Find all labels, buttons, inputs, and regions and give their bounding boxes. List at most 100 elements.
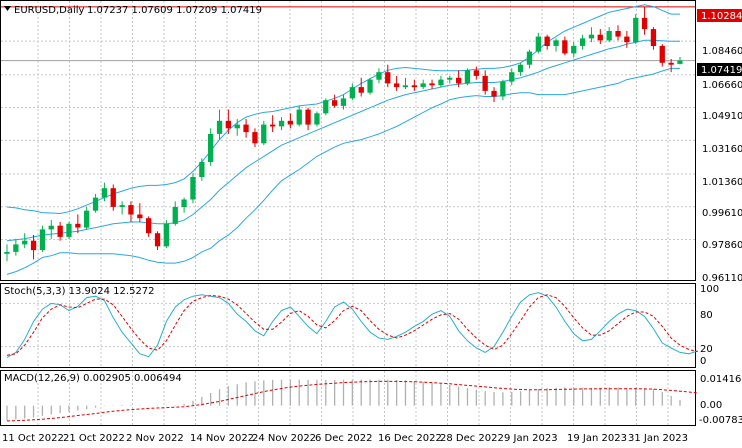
- price-axis: 1.08460 1.06660 1.04910 1.03160 1.01360 …: [702, 46, 742, 284]
- candle-body: [677, 60, 683, 64]
- candle-body: [473, 70, 479, 76]
- candle-body: [420, 83, 426, 88]
- grid-lines: [1, 1, 695, 425]
- time-label: 9 Jan 2023: [504, 433, 558, 444]
- current-price-label: 1.07419: [701, 65, 742, 76]
- time-label: 6 Dec 2022: [315, 433, 373, 444]
- candle-body: [526, 51, 533, 65]
- candle-body: [190, 177, 196, 200]
- ohlc-readout: 1.07237 1.07609 1.07209 1.07419: [87, 5, 262, 16]
- candle-body: [340, 98, 347, 106]
- candle-body: [668, 62, 674, 65]
- candle-body: [517, 64, 524, 73]
- candle-body: [606, 31, 612, 41]
- candle-body: [376, 72, 382, 80]
- candle-body: [22, 240, 28, 245]
- bollinger-lower-line: [6, 67, 680, 275]
- candle-body: [110, 188, 116, 207]
- stoch-tick: 20: [700, 344, 713, 355]
- candle-body: [482, 75, 488, 91]
- price-series: [1, 4, 695, 275]
- high-line-label-box: [697, 9, 742, 22]
- stoch-title: Stoch(5,3,3) 13.9024 12.5272: [4, 286, 155, 297]
- candle-body: [163, 223, 169, 247]
- candle-body: [270, 124, 276, 127]
- candle-body: [243, 124, 249, 133]
- price-tick: 1.08460: [702, 46, 742, 57]
- stoch-tick: 0: [700, 356, 706, 367]
- stoch-main-line: [6, 292, 698, 358]
- price-panel[interactable]: [0, 0, 696, 281]
- time-axis: 11 Oct 2022 21 Oct 2022 2 Nov 2022 14 No…: [2, 433, 688, 444]
- candle-body: [624, 36, 630, 43]
- candle-body: [39, 229, 46, 250]
- candle-body: [208, 133, 214, 162]
- triangle-down-icon[interactable]: [4, 6, 11, 11]
- candle-body: [305, 109, 311, 125]
- time-label: 21 Oct 2022: [63, 433, 125, 444]
- candle-body: [234, 124, 240, 129]
- candle-body: [650, 29, 657, 46]
- stoch-panel[interactable]: [0, 283, 696, 368]
- macd-title: MACD(12,26,9) 0.002905 0.006494: [4, 373, 182, 384]
- candle-body: [57, 225, 63, 237]
- candle-body: [633, 17, 639, 43]
- candle-body: [261, 124, 267, 144]
- price-tick: 1.06660: [702, 80, 742, 91]
- time-label: 31 Jan 2023: [628, 433, 688, 444]
- current-price-label-box: [697, 63, 742, 76]
- candle-body: [579, 38, 586, 46]
- time-label: 14 Nov 2022: [190, 433, 254, 444]
- candle-body: [199, 162, 205, 177]
- time-label: 28 Dec 2022: [440, 433, 504, 444]
- time-label: 11 Oct 2022: [2, 433, 64, 444]
- candle-body: [562, 40, 568, 54]
- chart-title: EURUSD,Daily: [14, 5, 85, 16]
- candle-body: [509, 72, 515, 82]
- time-label: 24 Nov 2022: [252, 433, 316, 444]
- candle-body: [464, 70, 471, 84]
- candle-body: [597, 34, 603, 41]
- price-tick: 0.96110: [702, 273, 742, 284]
- candle-body: [128, 205, 134, 215]
- high-line-label: 1.10284: [701, 11, 742, 22]
- macd-tick: 0.014165: [700, 374, 742, 385]
- time-label: 16 Dec 2022: [378, 433, 442, 444]
- candle-body: [101, 188, 108, 198]
- time-label: 2 Nov 2022: [126, 433, 184, 444]
- candle-body: [491, 90, 497, 97]
- candle-body: [314, 113, 320, 125]
- macd-panel[interactable]: [0, 370, 696, 426]
- candle-body: [367, 79, 373, 93]
- candle-body: [358, 87, 364, 93]
- bollinger-middle-line: [6, 39, 680, 242]
- candle-body: [252, 132, 258, 144]
- candle-body: [119, 205, 125, 207]
- candle-body: [66, 223, 72, 237]
- candle-body: [92, 197, 99, 211]
- price-tick: 0.97860: [702, 240, 742, 251]
- candle-body: [84, 210, 90, 228]
- bollinger-upper-line: [6, 4, 680, 215]
- candle-body: [278, 120, 285, 127]
- candle-body: [394, 83, 400, 88]
- stochastic-series: [6, 292, 698, 358]
- candle-body: [296, 109, 302, 125]
- candle-body: [181, 199, 187, 207]
- candle-body: [30, 240, 37, 251]
- candle-body: [146, 218, 152, 234]
- candle-body: [544, 36, 550, 46]
- candle-body: [456, 77, 462, 84]
- candle-body: [402, 85, 409, 88]
- candle-body: [216, 120, 223, 134]
- candle-body: [48, 225, 54, 230]
- candle-body: [154, 233, 161, 247]
- candle-body: [137, 214, 143, 219]
- candle-body: [332, 100, 338, 106]
- candle-body: [571, 45, 577, 54]
- candle-body: [225, 120, 231, 129]
- stoch-tick: 100: [700, 284, 719, 295]
- price-tick: 1.01360: [702, 177, 742, 188]
- macd-tick: 0.00: [700, 400, 722, 411]
